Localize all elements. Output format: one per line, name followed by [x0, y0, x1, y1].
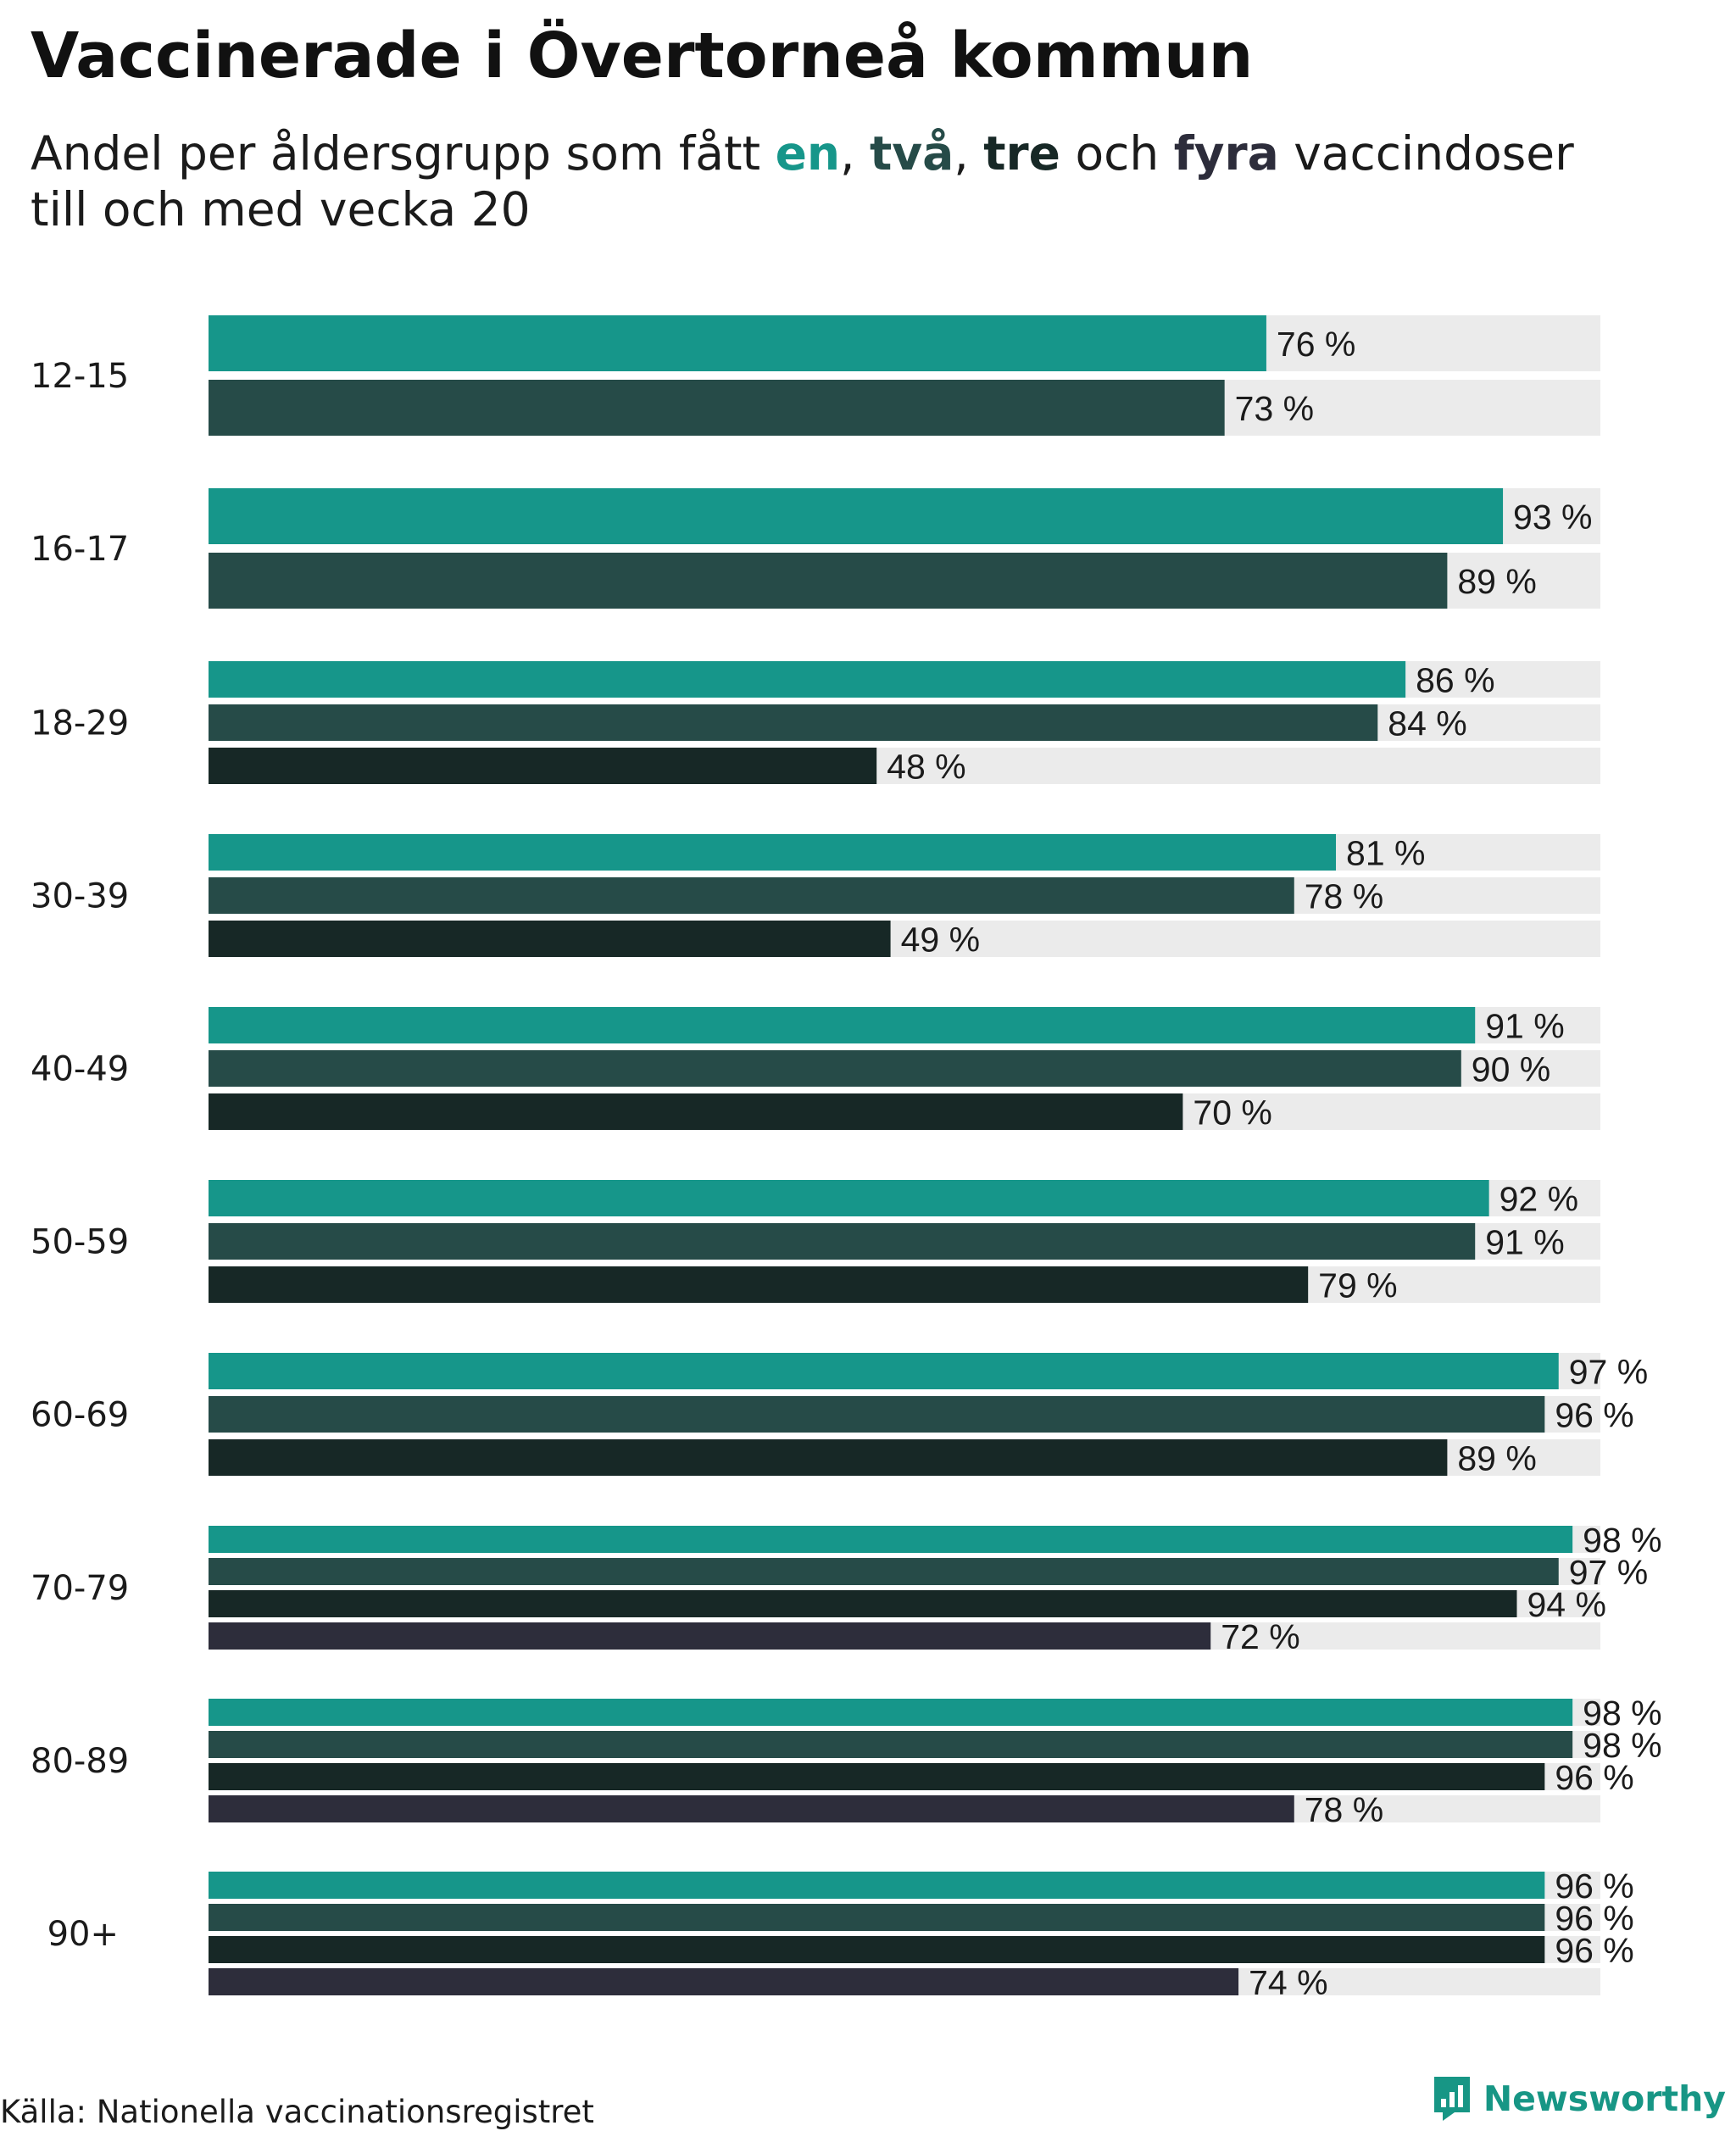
- data-label: 98 %: [1583, 1694, 1661, 1733]
- data-label: 96 %: [1555, 1931, 1633, 1970]
- data-label: 78 %: [1305, 1790, 1383, 1829]
- bar-tre: [209, 1093, 1183, 1130]
- newsworthy-logo-icon: [1433, 2077, 1470, 2121]
- bar-en: [209, 661, 1406, 698]
- bar-två: [209, 1731, 1573, 1758]
- bar-en: [209, 1353, 1559, 1389]
- data-label: 89 %: [1457, 562, 1536, 601]
- category-label: 80-89: [31, 1742, 129, 1781]
- bar-två: [209, 877, 1294, 914]
- data-label: 84 %: [1388, 704, 1466, 743]
- bar-en: [209, 488, 1504, 544]
- data-label: 48 %: [887, 748, 965, 787]
- bar-tre: [209, 1936, 1545, 1963]
- bar-fyra: [209, 1795, 1294, 1822]
- bar-två: [209, 1223, 1476, 1260]
- data-label: 78 %: [1305, 877, 1383, 916]
- category-label: 12-15: [31, 357, 129, 396]
- data-label: 96 %: [1555, 1758, 1633, 1797]
- data-label: 93 %: [1513, 498, 1592, 537]
- bar-två: [209, 1396, 1545, 1433]
- bar-en: [209, 1699, 1573, 1726]
- data-label: 97 %: [1569, 1353, 1648, 1392]
- subtitle-line-2: till och med vecka 20: [31, 182, 531, 236]
- bar-två: [209, 1050, 1461, 1087]
- data-label: 86 %: [1416, 661, 1494, 700]
- data-label: 91 %: [1485, 1223, 1564, 1262]
- subtitle-text-after: vaccindoser: [1278, 126, 1574, 181]
- subtitle-key-fyra: fyra: [1173, 126, 1279, 181]
- data-label: 91 %: [1485, 1007, 1564, 1046]
- subtitle-sep-2: ,: [954, 126, 984, 181]
- bar-en: [209, 315, 1266, 371]
- bar-tre: [209, 921, 891, 957]
- category-label: 90+: [47, 1915, 119, 1954]
- bar-tre: [209, 1266, 1309, 1303]
- data-label: 96 %: [1555, 1867, 1633, 1906]
- chart-title: Vaccinerade i Övertorneå kommun: [31, 19, 1254, 92]
- data-label: 92 %: [1500, 1180, 1578, 1219]
- bar-två: [209, 1904, 1545, 1931]
- bar-en: [209, 1007, 1476, 1043]
- data-label: 96 %: [1555, 1396, 1633, 1435]
- bar-två: [209, 553, 1448, 609]
- subtitle-key-en: en: [775, 126, 841, 181]
- category-label: 60-69: [31, 1396, 129, 1435]
- brand-logo: Newsworthy: [1431, 2073, 1726, 2124]
- data-label: 81 %: [1346, 834, 1425, 873]
- bar-två: [209, 1558, 1559, 1585]
- data-label: 72 %: [1221, 1617, 1299, 1656]
- data-label: 89 %: [1457, 1439, 1536, 1478]
- bar-tre: [209, 1590, 1517, 1617]
- data-label: 98 %: [1583, 1726, 1661, 1765]
- bar-fyra: [209, 1622, 1211, 1650]
- bar-en: [209, 1872, 1545, 1899]
- data-label: 79 %: [1318, 1266, 1397, 1305]
- data-label: 74 %: [1249, 1963, 1327, 2002]
- category-label: 40-49: [31, 1050, 129, 1089]
- bar-tre: [209, 1439, 1448, 1476]
- bar-två: [209, 704, 1378, 741]
- subtitle-text-before: Andel per åldersgrupp som fått: [31, 126, 776, 181]
- bar-två: [209, 380, 1225, 436]
- data-label: 94 %: [1527, 1585, 1605, 1624]
- bar-tre: [209, 748, 877, 784]
- data-label: 70 %: [1193, 1093, 1271, 1132]
- data-label: 76 %: [1277, 325, 1355, 364]
- chart-subtitle: Andel per åldersgrupp som fått en, två, …: [31, 125, 1574, 237]
- bar-tre: [209, 1763, 1545, 1790]
- brand-name: Newsworthy: [1483, 2078, 1726, 2119]
- subtitle-sep-1: ,: [840, 126, 871, 181]
- data-label: 98 %: [1583, 1521, 1661, 1560]
- subtitle-text-mid: och: [1060, 126, 1174, 181]
- subtitle-line-1: Andel per åldersgrupp som fått en, två, …: [31, 125, 1574, 181]
- data-label: 49 %: [901, 921, 980, 960]
- category-label: 18-29: [31, 704, 129, 743]
- category-label: 50-59: [31, 1223, 129, 1262]
- category-label: 16-17: [31, 530, 129, 569]
- bar-en: [209, 834, 1337, 871]
- category-label: 70-79: [31, 1569, 129, 1608]
- subtitle-key-tva: två: [870, 126, 954, 181]
- source-note: Källa: Nationella vaccinationsregistret: [0, 2094, 594, 2130]
- data-label: 97 %: [1569, 1553, 1648, 1592]
- data-label: 90 %: [1472, 1050, 1550, 1089]
- bar-fyra: [209, 1968, 1239, 1995]
- subtitle-key-tre: tre: [983, 126, 1060, 181]
- data-label: 96 %: [1555, 1899, 1633, 1938]
- bar-en: [209, 1526, 1573, 1553]
- data-label: 73 %: [1235, 389, 1314, 428]
- bar-en: [209, 1180, 1489, 1216]
- category-label: 30-39: [31, 877, 129, 916]
